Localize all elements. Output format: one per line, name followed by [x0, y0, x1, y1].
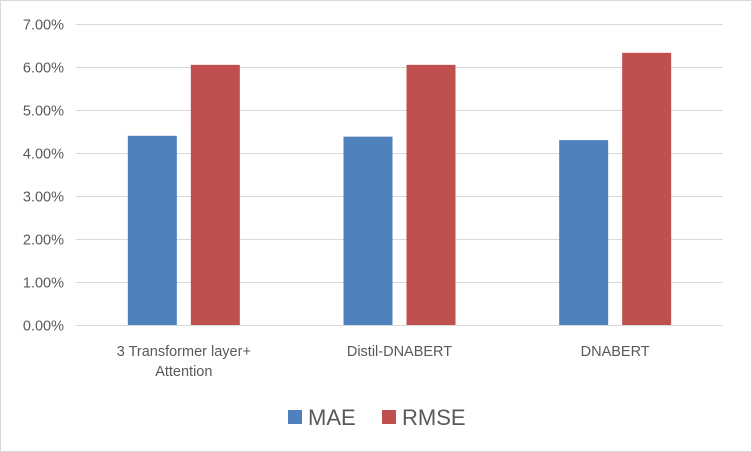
bar-rmse-2: [406, 64, 456, 325]
y-tick-label: 4.00%: [23, 147, 64, 163]
x-category-label: DNABERT: [581, 344, 650, 360]
y-tick-label: 2.00%: [23, 233, 64, 249]
x-category-label: Attention: [155, 364, 212, 380]
bar-mae-2: [343, 136, 393, 325]
bar-mae-1: [127, 135, 177, 325]
y-tick-label: 7.00%: [23, 18, 64, 34]
x-category-label: 3 Transformer layer+: [117, 344, 251, 360]
legend-label-rmse: RMSE: [402, 405, 466, 430]
y-tick-label: 1.00%: [23, 276, 64, 292]
legend-swatch-mae: [288, 410, 302, 424]
bar-mae-3: [559, 140, 609, 325]
y-tick-label: 5.00%: [23, 104, 64, 120]
legend-swatch-rmse: [382, 410, 396, 424]
bar-rmse-1: [190, 64, 240, 325]
y-tick-label: 3.00%: [23, 190, 64, 206]
y-tick-label: 6.00%: [23, 61, 64, 77]
y-tick-label: 0.00%: [23, 319, 64, 335]
x-category-label: Distil-DNABERT: [347, 344, 452, 360]
bar-rmse-3: [622, 52, 672, 326]
legend-label-mae: MAE: [308, 405, 356, 430]
